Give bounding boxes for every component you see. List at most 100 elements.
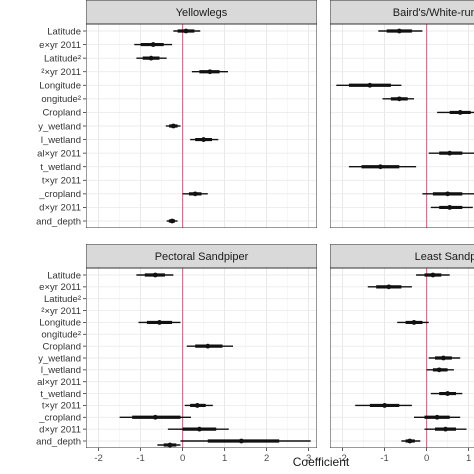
estimate-mark [382,96,414,102]
estimate-mark [426,367,454,373]
estimate-mark [119,414,191,420]
point-estimate [183,28,189,34]
panel-2: Baird's/White-rumped [330,0,474,228]
point-estimate [445,391,450,396]
estimate-mark [397,320,429,325]
panel-strip [86,244,317,269]
estimate-mark [173,28,201,34]
point-estimate [207,69,213,75]
point-estimate [411,320,417,325]
estimate-mark [367,284,412,290]
y-axis-labels-top: Latitude e×yr 2011 Latitude² ²×yr 2011 Longi… [36,26,81,227]
panel-strip [330,244,474,269]
x-tick-label: -2 [338,453,346,464]
x-tick-label: 2 [264,453,269,464]
y-tick-label: Latitude [47,26,81,37]
y-tick-label: and_depth [36,216,81,227]
point-estimate [157,320,162,325]
estimate-mark [430,205,473,210]
estimate-mark [378,28,423,34]
y-tick-label: al×yr 2011 [37,377,81,388]
x-tick-label: 0 [180,453,185,464]
point-estimate [152,414,158,420]
point-estimate [441,355,446,361]
point-estimate [443,426,448,432]
point-estimate [192,191,198,197]
x-tick-label: 3 [306,453,311,464]
y-tick-label: ²×yr 2011 [41,67,81,78]
y-tick-label: Longitude [39,81,81,92]
estimate-mark [401,438,421,444]
y-tick-label: y_wetland [38,121,81,132]
point-estimate [152,272,158,278]
estimate-mark [166,218,178,224]
estimate-mark [430,391,463,396]
y-tick-label: d×yr 2011 [39,424,81,435]
panel-content: Baird's/White-rumped [330,0,474,228]
y-tick-label: t×yr 2011 [42,176,81,187]
panel-1: Yellowlegs [83,0,317,228]
point-estimate [167,442,173,448]
estimate-mark [138,320,181,325]
point-estimate [445,191,450,197]
estimate-mark [184,403,213,408]
y-tick-label: Latitude² [44,294,81,305]
point-estimate [148,55,154,61]
y-tick-label: Latitude² [44,53,81,64]
panel-content: Pectoral Sandpiper [86,244,317,448]
estimate-mark [136,272,174,278]
y-tick-label: d×yr 2011 [39,203,81,214]
point-estimate [201,137,207,142]
point-estimate [447,150,453,156]
panel-strip [330,0,474,25]
y-tick-label: ²×yr 2011 [41,306,81,317]
y-tick-label: ongitude² [41,330,81,341]
estimate-mark [134,42,173,47]
panels-layer: Yellowlegs Baird's/White-rumped Pectoral S… [83,0,474,464]
point-estimate [170,123,176,129]
panel-title: Pectoral Sandpiper [155,251,249,263]
point-estimate [194,403,200,408]
point-estimate [197,426,202,432]
point-estimate [150,42,156,47]
y-tick-label: y_wetland [38,353,81,364]
y-tick-label: al×yr 2011 [37,148,81,159]
point-estimate [239,438,244,444]
estimate-mark [428,150,474,156]
point-estimate [457,110,463,115]
panel-3: Pectoral Sandpiper -2 -1 0 1 2 3 [83,244,317,464]
estimate-mark [191,69,228,75]
point-estimate [382,403,387,408]
y-tick-label: l_wetland [41,365,81,376]
y-tick-label: Longitude [39,318,81,329]
estimate-mark [348,164,417,170]
point-estimate [436,367,442,373]
panel-strip [86,0,317,25]
point-estimate [378,164,383,170]
panel-title: Yellowlegs [176,7,228,19]
panel-4: Least Sandp -2 -1 0 1 [330,244,474,464]
estimate-mark [355,403,412,408]
estimate-mark [422,191,474,197]
estimate-mark [136,55,167,61]
y-tick-label: l_wetland [41,135,81,146]
panel-content: Least Sandp [330,244,474,448]
estimate-mark [336,82,402,88]
panel-title: Least Sandp [415,251,474,263]
x-tick-label: -1 [136,453,144,464]
estimate-mark [414,414,461,420]
y-tick-label: t×yr 2011 [42,401,81,412]
x-tick-label: -2 [94,453,102,464]
point-estimate [430,272,436,278]
y-tick-label: Latitude [47,270,81,281]
y-tick-label: ongitude² [41,94,81,105]
x-tick-label: 1 [466,453,471,464]
estimate-mark [157,442,181,448]
x-axis-title: Coefficient [293,455,350,469]
estimate-mark [186,343,233,349]
point-estimate [205,343,211,349]
x-tick-label: -1 [380,453,388,464]
y-tick-label: _cropland [38,413,81,424]
y-tick-label: and_depth [36,436,81,447]
